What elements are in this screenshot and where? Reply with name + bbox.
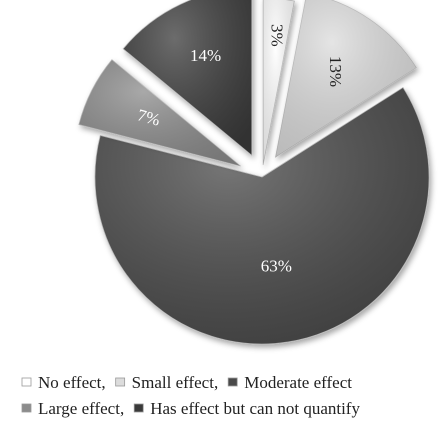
- legend-swatch-has-effect-but-can-not-quantify: [133, 403, 144, 413]
- slice-value-label-no-effect: 3%: [267, 24, 286, 47]
- slice-labels: 3%13%63%7%14%: [135, 24, 344, 276]
- pie-slice-shading-has-effect-but-can-not-quantify: [123, 0, 252, 156]
- legend-label-no-effect: No effect,: [38, 373, 106, 392]
- pie-slice-shading-small-effect: [275, 0, 417, 158]
- pie-slices: [78, 0, 430, 345]
- pie-slice-shading-no-effect: [263, 0, 295, 166]
- slice-value-label-small-effect: 13%: [326, 56, 345, 87]
- slice-value-label-moderate-effect: 63%: [261, 257, 292, 276]
- legend-label-moderate-effect: Moderate effect: [244, 373, 352, 392]
- legend-label-small-effect: Small effect,: [132, 373, 219, 392]
- legend-swatch-small-effect: [115, 377, 126, 387]
- pie-slice-shading-moderate-effect: [94, 87, 429, 345]
- legend-swatch-moderate-effect: [227, 377, 238, 387]
- legend: No effect, Small effect, Moderate effect La…: [21, 373, 360, 418]
- legend-label-large-effect: Large effect,: [38, 399, 124, 418]
- legend-label-has-effect-but-can-not-quantify: Has effect but can not quantify: [150, 399, 360, 418]
- legend-swatch-large-effect: [21, 403, 32, 413]
- slice-value-label-has-effect-but-can-not-quantify: 14%: [190, 46, 221, 65]
- legend-swatch-no-effect: [21, 377, 32, 387]
- pie-slice-shading-large-effect: [78, 59, 241, 167]
